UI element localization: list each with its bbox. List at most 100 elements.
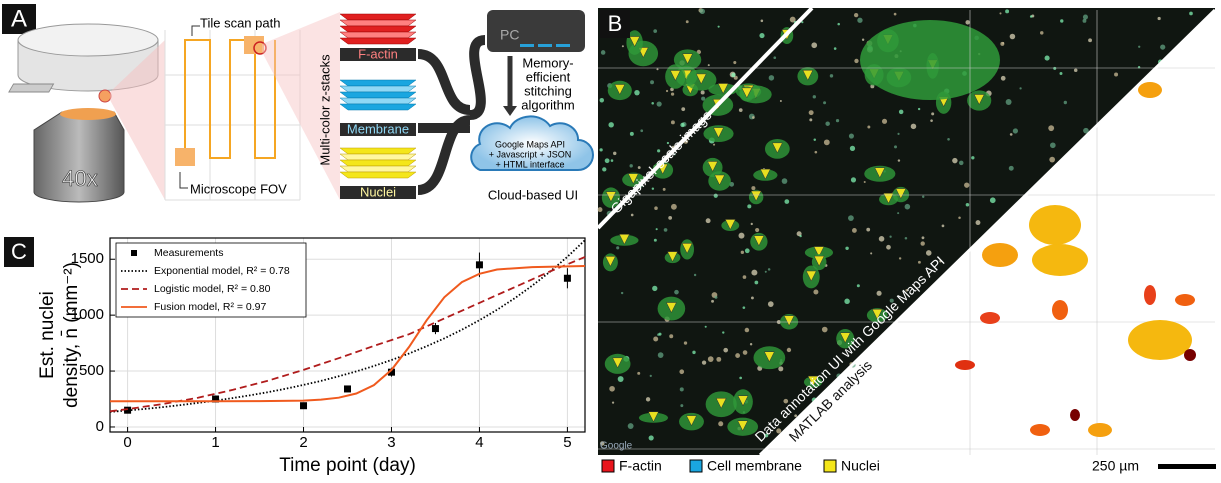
cell-dot	[849, 145, 856, 152]
annotation-blob	[1032, 244, 1088, 276]
cell-dot	[662, 187, 666, 191]
cell-dot	[735, 353, 741, 358]
x-tick-label: 0	[123, 434, 131, 451]
cell-dot	[1012, 128, 1019, 134]
cloud	[470, 115, 594, 171]
cell-dot	[1050, 142, 1056, 149]
cell-dot	[889, 298, 894, 303]
cell-dot	[663, 228, 668, 232]
cell-dot	[742, 350, 748, 355]
cell-dot	[811, 42, 818, 49]
cell-dot	[897, 132, 900, 135]
cell-dot	[917, 107, 921, 111]
cell-dot	[752, 116, 755, 119]
marker	[813, 255, 825, 267]
cell-dot	[898, 257, 902, 260]
cell-dot	[768, 75, 775, 81]
stack-layer	[339, 25, 417, 33]
cell-dot	[653, 336, 659, 342]
cell-dot	[613, 151, 617, 156]
cell-dot	[947, 137, 950, 141]
cell-dot	[1114, 72, 1119, 77]
cell-dot	[1160, 44, 1166, 50]
cell-dot	[740, 250, 745, 255]
cell-dot	[718, 421, 724, 427]
marker	[737, 395, 749, 407]
marker	[783, 315, 795, 327]
stitching-line: Memory-	[522, 55, 573, 70]
panel-label: C	[11, 239, 27, 264]
cell-dot	[749, 343, 753, 346]
cloud-text: Google Maps API+ Javascript + JSON+ HTML…	[489, 139, 572, 169]
stack-layer	[339, 19, 417, 27]
data-point	[431, 325, 439, 333]
cell-dot	[1019, 87, 1022, 90]
cell-dot	[814, 150, 818, 154]
marker	[614, 84, 626, 96]
x-axis-label: Time point (day)	[279, 455, 416, 476]
cell-dot	[893, 12, 897, 16]
cell-dot	[897, 212, 900, 215]
cell-dot	[604, 158, 610, 164]
cell-dot	[776, 428, 782, 434]
cell-dot	[823, 101, 827, 105]
cell-dot	[1053, 66, 1057, 70]
legend-marker	[131, 250, 137, 256]
cell-dot	[738, 232, 745, 239]
cell-dot	[848, 215, 854, 222]
cell-dot	[975, 220, 981, 226]
cell-dot	[657, 352, 664, 358]
cell-dot	[653, 238, 657, 242]
cell-dot	[679, 387, 684, 392]
marker	[883, 193, 894, 204]
pointer	[179, 172, 188, 189]
cell-dot	[894, 145, 897, 149]
cell-dot	[904, 203, 911, 210]
legend-label: Fusion model, R² = 0.97	[154, 301, 267, 313]
cell-dot	[910, 123, 917, 130]
x-tick-label: 1	[211, 434, 219, 451]
cell-dot	[617, 376, 624, 382]
cell-dot	[648, 435, 654, 441]
x-tick-label: 4	[475, 434, 483, 451]
cell-dot	[599, 148, 603, 152]
cell-dot	[629, 164, 633, 168]
cell-dot	[656, 68, 659, 71]
cell-dot	[723, 347, 729, 353]
cell-dot	[747, 204, 752, 209]
cell-dot	[853, 12, 859, 18]
cloud-line: Google Maps API	[495, 139, 565, 149]
cell-dot	[670, 203, 677, 210]
cell-dot	[751, 269, 758, 276]
cell-dot	[1044, 55, 1050, 61]
cell-dot	[616, 246, 620, 250]
cell-dot	[673, 153, 676, 156]
marker	[759, 168, 771, 180]
cell-dot	[1189, 11, 1193, 16]
cell-dot	[764, 270, 767, 273]
cell-dot	[629, 131, 634, 136]
y-tick-label: 1500	[71, 250, 104, 267]
cell-dot	[876, 290, 882, 296]
cell-dot	[654, 206, 658, 210]
cell-dot	[1088, 38, 1092, 43]
divider	[758, 8, 1217, 457]
pc-box	[487, 10, 585, 52]
cell-dot	[952, 157, 958, 164]
marker	[715, 397, 727, 409]
marker	[763, 351, 775, 363]
cell-dot	[835, 118, 840, 123]
marker	[973, 94, 985, 106]
cloud-line: + HTML interface	[496, 159, 565, 169]
cell-dot	[866, 227, 871, 232]
cell-dot	[794, 414, 798, 418]
cell-dot	[1083, 127, 1089, 134]
cell-dot	[779, 99, 782, 103]
cell-dot	[773, 56, 777, 60]
cell-dot	[848, 133, 854, 139]
cell-dot	[600, 50, 606, 55]
cell-dot	[650, 80, 655, 85]
annotation-blob	[1175, 294, 1195, 306]
marker	[605, 191, 617, 203]
annotation: Cloud-based UI	[488, 187, 578, 202]
